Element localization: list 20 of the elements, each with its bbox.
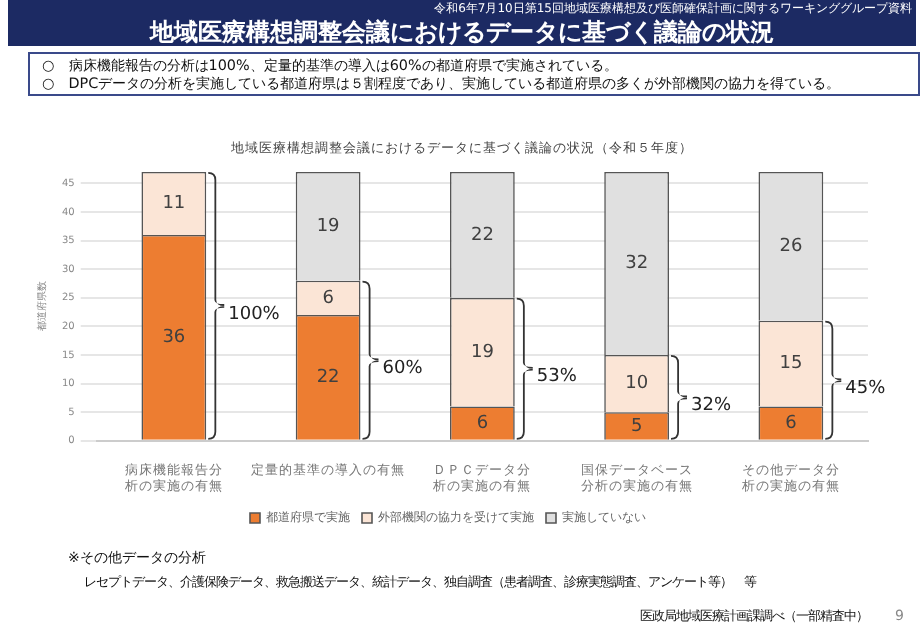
data-label: 36 xyxy=(162,328,186,349)
data-label: 19 xyxy=(470,342,495,363)
data-label: 32 xyxy=(625,254,649,275)
data-label: 26 xyxy=(779,237,803,258)
data-label: 6 xyxy=(785,413,798,434)
data-label: 10 xyxy=(625,374,649,395)
data-label: 15 xyxy=(779,354,803,375)
data-label: 6 xyxy=(476,413,489,434)
data-label: 5 xyxy=(630,416,643,437)
annotation: 100% xyxy=(228,304,281,325)
annotation: 32% xyxy=(691,396,732,417)
chart-title: 地域医療構想調整会議におけるデータに基づく議論の状況 xyxy=(147,16,776,50)
data-label: 6 xyxy=(322,288,335,309)
annotation: 60% xyxy=(382,358,424,379)
annotation: 45% xyxy=(845,378,887,399)
data-label: 22 xyxy=(316,368,340,389)
annotation: 53% xyxy=(536,367,578,388)
data-label: 19 xyxy=(316,217,341,238)
data-label: 22 xyxy=(470,225,494,246)
data-label: 11 xyxy=(162,194,186,215)
